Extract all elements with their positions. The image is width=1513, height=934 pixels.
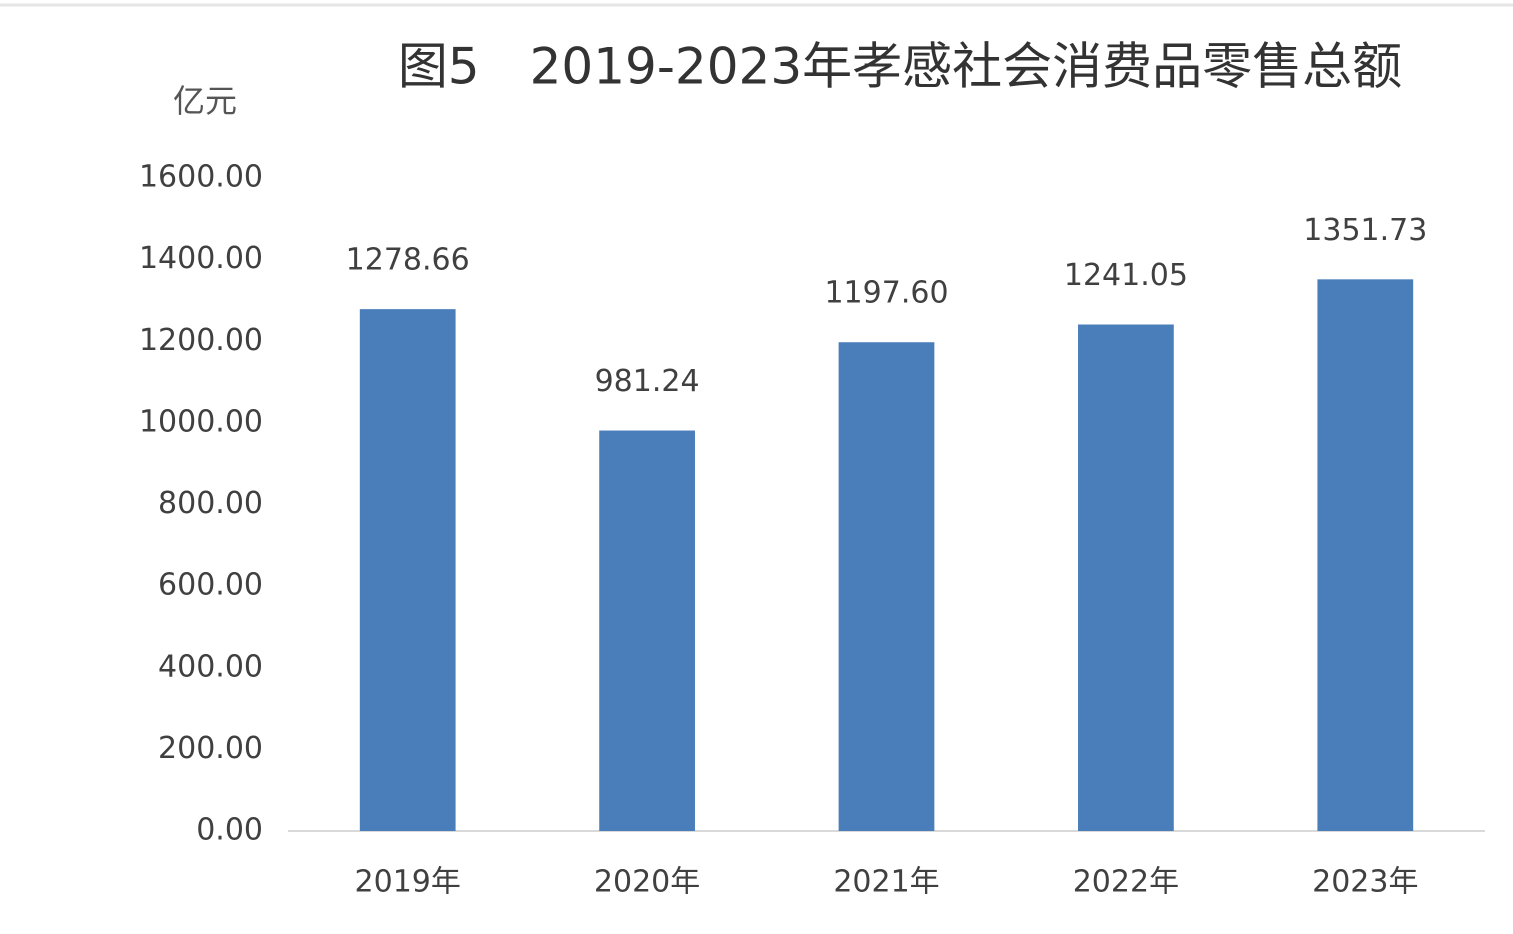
y-tick-label: 0.00 — [196, 813, 263, 848]
data-label: 1241.05 — [1064, 258, 1188, 293]
x-tick-label: 2022年 — [1073, 865, 1179, 900]
bar — [1078, 324, 1174, 831]
y-tick-label: 600.00 — [158, 568, 263, 603]
chart-title: 图5 2019-2023年孝感社会消费品零售总额 — [398, 38, 1402, 96]
bar — [1317, 279, 1414, 831]
data-label: 1197.60 — [824, 276, 948, 311]
x-tick-label: 2019年 — [355, 865, 461, 900]
x-tick-label: 2021年 — [833, 865, 939, 900]
y-tick-label: 1200.00 — [139, 323, 263, 358]
y-tick-label: 800.00 — [158, 486, 263, 521]
data-label: 1278.66 — [346, 243, 470, 278]
y-tick-label: 200.00 — [158, 731, 263, 766]
x-tick-label: 2020年 — [594, 865, 700, 900]
y-tick-label: 1000.00 — [139, 404, 263, 439]
x-tick-label: 2023年 — [1312, 865, 1418, 900]
y-axis-label: 亿元 — [173, 82, 237, 120]
data-label: 981.24 — [595, 364, 700, 399]
y-tick-label: 1600.00 — [139, 160, 263, 195]
bar — [838, 342, 935, 831]
data-label: 1351.73 — [1303, 213, 1427, 248]
y-tick-label: 400.00 — [158, 649, 263, 684]
bar — [599, 430, 695, 831]
bar — [359, 309, 456, 832]
y-tick-label: 1400.00 — [139, 241, 263, 276]
